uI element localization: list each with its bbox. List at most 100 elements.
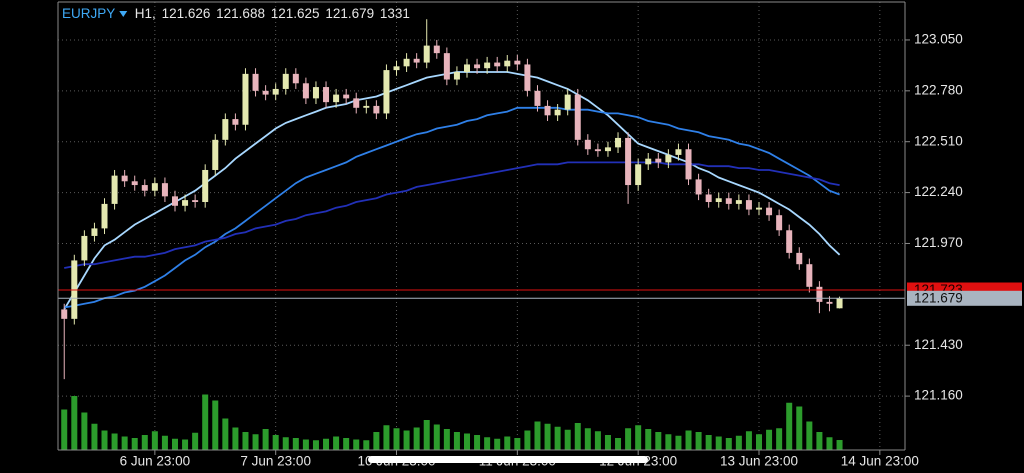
y-tick-label: 122.510 — [914, 133, 963, 148]
volume-bar — [353, 439, 360, 450]
candle-body — [554, 109, 561, 116]
volume-layer — [61, 394, 843, 450]
volume-bar — [544, 423, 551, 450]
volume-bar — [715, 436, 722, 450]
symbol-dropdown-icon[interactable] — [119, 11, 128, 17]
candle-body — [252, 73, 259, 91]
candle-body — [604, 147, 611, 152]
candle-body — [463, 64, 470, 72]
y-tick-label: 121.430 — [914, 337, 963, 352]
candle-body — [474, 64, 481, 69]
volume-bar — [594, 431, 601, 450]
candle-body — [443, 53, 450, 80]
candle-body — [333, 94, 340, 103]
timeframe: H1, — [135, 6, 156, 21]
volume-bar — [312, 440, 319, 450]
volume-bar — [212, 400, 219, 450]
candle-body — [433, 45, 440, 54]
volume-bar — [806, 421, 813, 450]
candle-body — [806, 264, 813, 287]
volume-bar — [151, 431, 158, 450]
volume-bar — [695, 432, 702, 450]
volume-bar — [635, 425, 642, 450]
volume-bar — [745, 431, 752, 450]
volume-bar — [323, 438, 330, 450]
candle-body — [524, 64, 531, 91]
candle-body — [504, 60, 511, 67]
candle-body — [625, 137, 632, 186]
candle-body — [161, 183, 168, 197]
candle-body — [423, 45, 430, 63]
volume-bar — [564, 429, 571, 450]
candle-body — [725, 198, 732, 204]
candle-body — [584, 139, 591, 150]
candle-body — [484, 62, 491, 69]
volume-bar — [766, 429, 773, 450]
volume-bar — [584, 428, 591, 450]
volume-bar — [282, 437, 289, 450]
volume-bar — [665, 434, 672, 450]
volume-bar — [262, 429, 269, 450]
volume-bar — [101, 430, 108, 450]
volume-bar — [685, 430, 692, 450]
volume-bar — [171, 438, 178, 450]
y-tick-label: 121.160 — [914, 388, 963, 403]
y-tick-label: 121.970 — [914, 235, 963, 250]
volume-bar — [333, 436, 340, 450]
candle-body — [403, 58, 410, 67]
candle-body — [715, 198, 722, 203]
volume-bar — [272, 435, 279, 450]
candle-body — [494, 62, 501, 67]
candle-body — [655, 158, 662, 163]
candle-body — [735, 200, 742, 204]
candle-body — [766, 207, 773, 216]
volume-bar — [192, 432, 199, 450]
volume-bar — [182, 439, 189, 450]
volume-bar — [393, 428, 400, 450]
volume-bar — [755, 434, 762, 450]
volume-bar — [836, 440, 843, 450]
volume-bar — [61, 409, 68, 450]
y-tick-label: 122.240 — [914, 184, 963, 199]
moving-average — [63, 71, 841, 310]
candle-body — [514, 60, 521, 65]
candle-body — [413, 58, 420, 63]
volume-bar — [121, 436, 128, 450]
volume-bar — [363, 440, 370, 450]
candle-body — [776, 215, 783, 231]
volume-bar — [655, 432, 662, 450]
candle-body — [363, 105, 370, 108]
candle-body — [453, 71, 460, 80]
volume-bar — [826, 437, 833, 450]
y-tick-label: 122.780 — [914, 82, 963, 97]
candle-body — [242, 73, 249, 125]
header-high: 121.688 — [216, 6, 265, 21]
price-label-box — [907, 290, 1022, 306]
candle-body — [786, 230, 793, 253]
candle-body — [101, 203, 108, 229]
candle-body — [343, 94, 350, 99]
candle-body — [544, 105, 551, 116]
candle-body — [292, 73, 299, 84]
home-indicator — [368, 456, 648, 463]
candle-body — [151, 183, 158, 191]
candle-body — [262, 90, 269, 95]
volume-bar — [161, 435, 168, 450]
candle-body — [796, 252, 803, 265]
volume-bar — [131, 438, 138, 450]
symbol[interactable]: EURJPY — [62, 6, 115, 21]
candle-body — [171, 196, 178, 206]
candle-body — [393, 66, 400, 71]
grid — [58, 2, 905, 450]
candle-body — [111, 175, 118, 204]
candle-body — [282, 73, 289, 89]
volume-bar — [413, 427, 420, 450]
volume-bar — [463, 433, 470, 450]
volume-bar — [514, 438, 521, 450]
volume-bar — [242, 432, 249, 450]
volume-bar — [675, 435, 682, 450]
header-open: 121.626 — [162, 6, 211, 21]
candle-body — [665, 154, 672, 163]
